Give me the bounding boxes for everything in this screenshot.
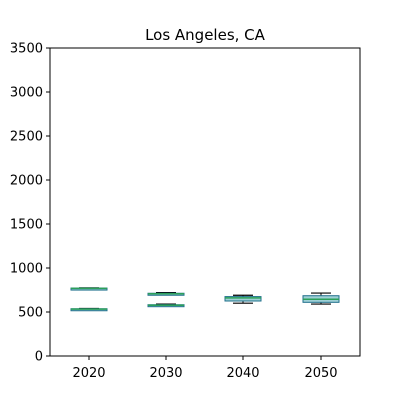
box-2050 [303,293,339,304]
box-2040 [225,295,261,303]
x-tick-label: 2020 [72,366,105,381]
y-axis: 0 500 1000 1500 2000 2500 3000 3500 [10,42,50,365]
plot-marks [71,288,339,311]
box-2020 [71,288,107,311]
x-tick-label: 2040 [226,366,259,381]
y-tick-label: 3000 [10,86,43,101]
y-tick-label: 3500 [10,42,43,57]
y-tick-label: 1000 [10,262,43,277]
x-tick-label: 2030 [149,366,182,381]
y-tick-label: 1500 [10,218,43,233]
chart-title: Los Angeles, CA [145,26,266,44]
y-tick-label: 0 [35,350,43,365]
x-axis: 2020 2030 2040 2050 [72,356,337,381]
box-2030 [148,293,184,307]
x-tick-label: 2050 [304,366,337,381]
y-tick-label: 2000 [10,174,43,189]
y-tick-label: 500 [18,306,43,321]
y-tick-label: 2500 [10,130,43,145]
